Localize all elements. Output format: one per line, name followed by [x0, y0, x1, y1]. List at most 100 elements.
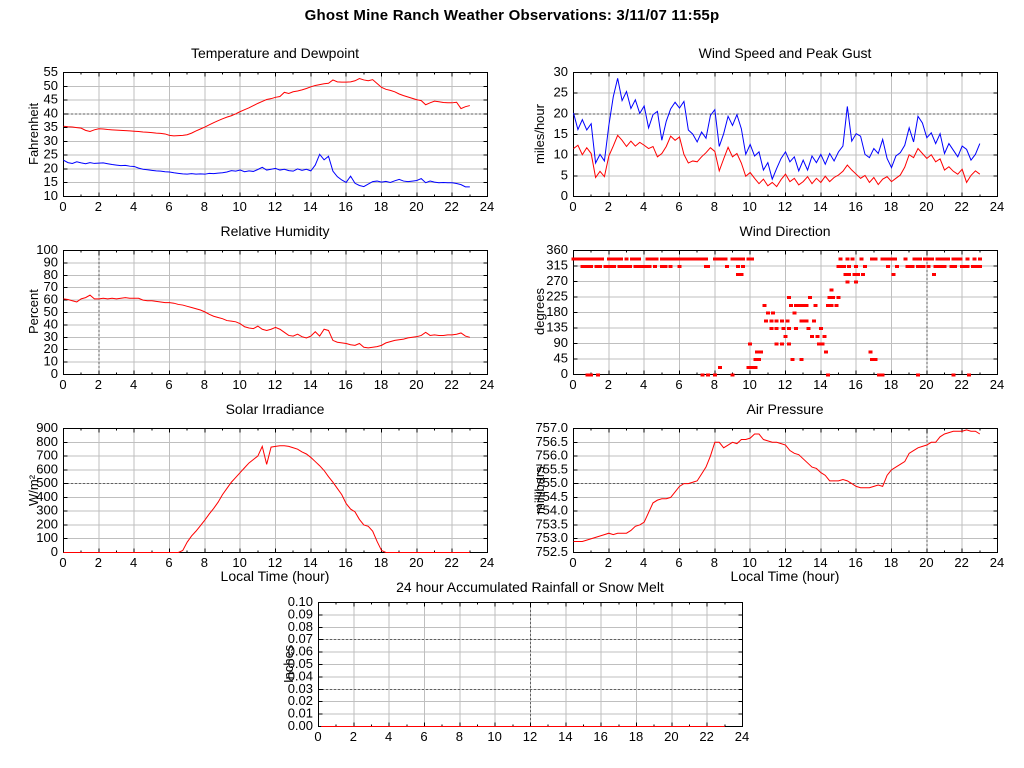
- wind-direction-point: [891, 272, 896, 276]
- x-tick-label: 14: [303, 555, 317, 570]
- wind-direction-point: [753, 358, 758, 361]
- wind-direction-point: [783, 334, 788, 338]
- plot-area-pressure: 0 2 4 6 8 10 12 14 16 18 20 22 24752.5753.0753.5754.…: [535, 420, 1004, 570]
- wind-direction-point: [787, 342, 792, 346]
- y-tick-label: 20: [44, 160, 58, 175]
- wind-direction-point: [598, 265, 602, 268]
- chart-title: Relative Humidity: [220, 223, 330, 239]
- y-tick-label: 30: [44, 329, 58, 344]
- wind-direction-point: [815, 334, 820, 338]
- x-tick-label: 10: [232, 555, 246, 570]
- wind-direction-point: [734, 257, 739, 261]
- x-tick-label: 2: [95, 555, 102, 570]
- y-axis-label: W/m²: [26, 474, 41, 506]
- wind-direction-point: [810, 334, 814, 338]
- x-tick-label: 8: [456, 729, 463, 744]
- plot-area-temperature: 0 2 4 6 8 10 12 14 16 18 20 22 241015202530354045505…: [44, 64, 495, 214]
- wind-direction-point: [735, 265, 740, 268]
- series-layer: [571, 257, 982, 377]
- wind-direction-point: [916, 373, 920, 377]
- wind-direction-point: [677, 265, 682, 268]
- wind-direction-point: [794, 327, 799, 330]
- chart-rainfall: 0 2 4 6 8 10 12 14 16 18 20 22 24 0.00 0.01 0.02 0.03 0.0…: [275, 578, 760, 760]
- wind-direction-point: [771, 311, 776, 315]
- wind-direction-point: [633, 257, 638, 261]
- x-tick-label: 10: [742, 555, 756, 570]
- y-tick-label: 20: [44, 341, 58, 356]
- chart-title: 24 hour Accumulated Rainfall or Snow Mel…: [396, 579, 664, 595]
- y-tick-label: 0.10: [288, 594, 313, 609]
- y-tick-label: 50: [44, 78, 58, 93]
- series-wind-speed: [573, 134, 981, 188]
- wind-direction-point: [737, 257, 742, 261]
- y-tick-label: 100: [36, 530, 58, 545]
- wind-direction-point: [705, 373, 710, 377]
- y-axis-label: millibars: [532, 466, 547, 514]
- y-tick-label: 30: [44, 133, 58, 148]
- wind-direction-point: [859, 257, 864, 261]
- x-tick-label: 4: [640, 377, 647, 392]
- wind-direction-point: [594, 257, 599, 261]
- x-tick-label: 20: [409, 377, 423, 392]
- wind-direction-point: [951, 373, 956, 377]
- wind-direction-point: [972, 257, 977, 261]
- y-tick-label: 700: [36, 448, 58, 463]
- x-tick-label: 10: [487, 729, 501, 744]
- y-tick-label: 25: [554, 85, 568, 100]
- x-tick-label: 24: [990, 199, 1004, 214]
- x-tick-label: 14: [303, 377, 317, 392]
- plot-area-humidity: 0 2 4 6 8 10 12 14 16 18 20 22 240102030405060708090…: [36, 242, 494, 392]
- series-pressure: [573, 429, 981, 542]
- grid-and-axes: [573, 428, 998, 553]
- y-tick-label: 500: [36, 475, 58, 490]
- x-tick-label: 18: [374, 377, 388, 392]
- x-tick-label: 22: [954, 377, 968, 392]
- wind-direction-point: [704, 257, 708, 261]
- wind-direction-point: [794, 303, 799, 307]
- wind-direction-point: [841, 265, 846, 268]
- page-title: Ghost Mine Ranch Weather Observations: 3…: [304, 7, 720, 24]
- x-tick-label: 4: [640, 199, 647, 214]
- x-tick-label: 16: [338, 555, 352, 570]
- chart-title: Wind Speed and Peak Gust: [698, 45, 872, 61]
- x-tick-label: 12: [778, 377, 792, 392]
- x-tick-label: 0: [314, 729, 321, 744]
- y-tick-label: 40: [44, 316, 58, 331]
- wind-direction-point: [852, 272, 857, 276]
- wind-direction-point: [612, 265, 617, 268]
- x-tick-label: 22: [954, 555, 968, 570]
- y-tick-label: 315: [546, 258, 568, 273]
- x-tick-label: 6: [165, 555, 172, 570]
- wind-direction-point: [953, 265, 958, 268]
- wind-direction-point: [965, 257, 970, 261]
- wind-direction-point: [829, 303, 834, 307]
- x-tick-label: 16: [338, 199, 352, 214]
- y-axis-label: degrees: [532, 288, 547, 336]
- x-tick-label: 2: [350, 729, 357, 744]
- wind-direction-point: [850, 257, 855, 261]
- wind-direction-point: [808, 296, 813, 299]
- x-tick-label: 20: [919, 199, 933, 214]
- plot-area-wind-direction: 0 2 4 6 8 10 12 14 16 18 20 22 240459013518022527031…: [546, 242, 1004, 392]
- wind-direction-point: [792, 311, 797, 315]
- series-layer: [573, 429, 981, 542]
- y-tick-label: 5: [561, 167, 568, 182]
- x-tick-label: 14: [813, 377, 827, 392]
- x-tick-label: 0: [569, 199, 576, 214]
- wind-direction-point: [942, 265, 947, 268]
- wind-direction-point: [822, 334, 827, 338]
- x-tick-label: 20: [919, 377, 933, 392]
- x-tick-label: 4: [385, 729, 392, 744]
- y-tick-label: 90: [44, 254, 58, 269]
- x-tick-label: 14: [558, 729, 572, 744]
- x-tick-label: 2: [605, 377, 612, 392]
- y-tick-label: 0.06: [288, 644, 313, 659]
- y-tick-label: 55: [44, 64, 58, 79]
- y-tick-label: 50: [44, 304, 58, 319]
- y-tick-label: 180: [546, 304, 568, 319]
- x-tick-label: 4: [640, 555, 647, 570]
- wind-direction-point: [861, 272, 866, 276]
- y-tick-label: 10: [44, 354, 58, 369]
- wind-direction-point: [817, 342, 822, 346]
- wind-direction-point: [967, 373, 972, 377]
